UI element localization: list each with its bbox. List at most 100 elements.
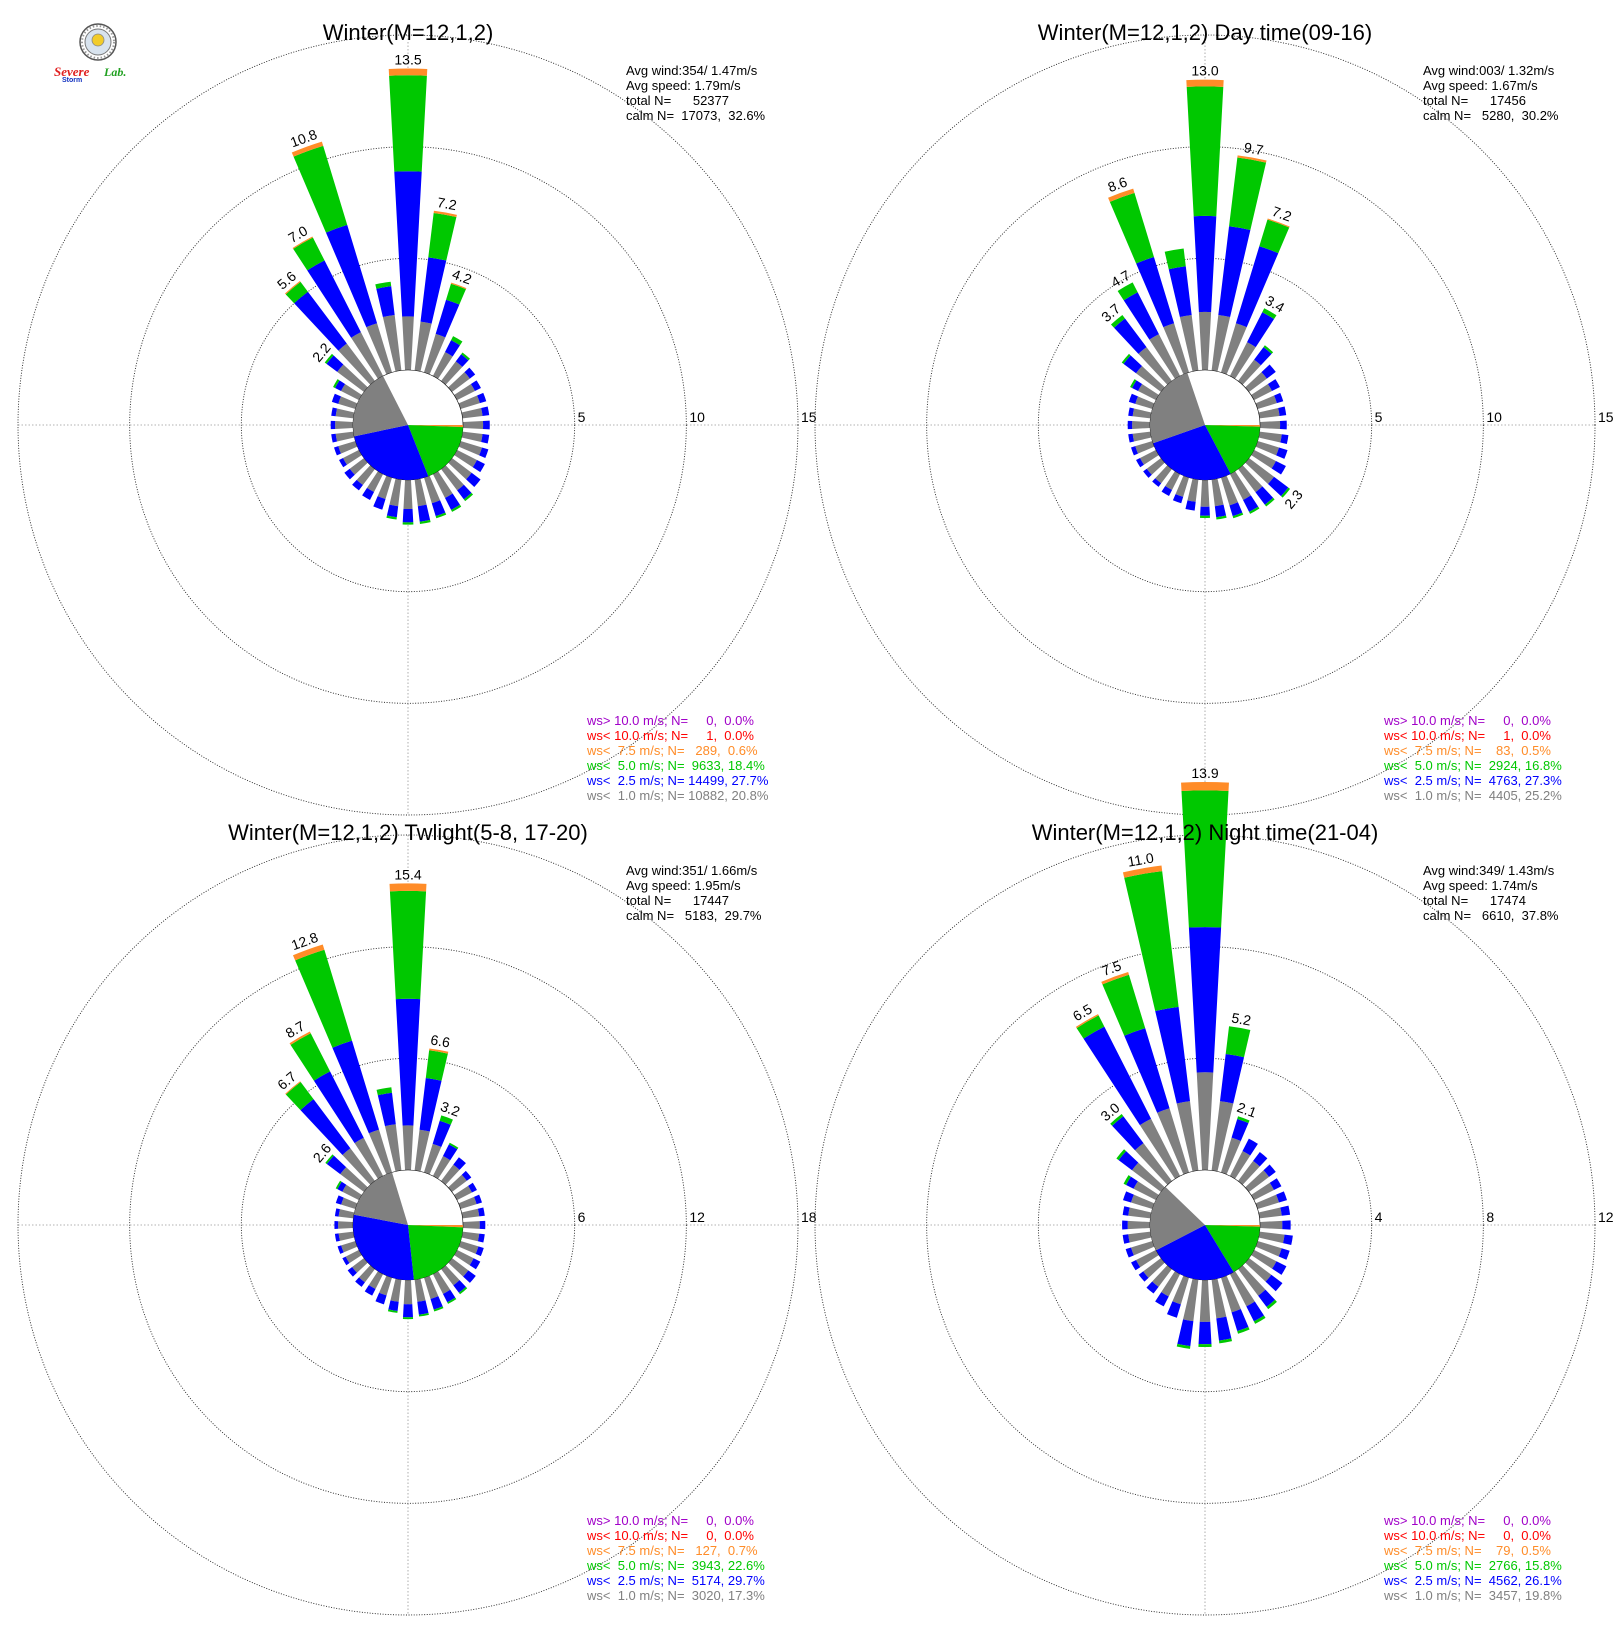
petal-segment [1255,1240,1282,1257]
logo-icon: Severe Storm Lab. [54,23,126,84]
petal-segment [307,260,361,338]
petal-segment [384,1124,402,1172]
petal-segment [479,1220,486,1230]
petal-segment [403,1304,413,1318]
calm-slice [352,1214,414,1281]
ring-label: 15 [801,409,817,425]
chart-title: Winter(M=12,1,2) Twlight(5-8, 17-20) [228,820,588,845]
legend-entry: ws< 10.0 m/s; N= 0, 0.0% [1383,1528,1551,1543]
petal-segment [339,457,347,468]
petal-segment [1265,1274,1283,1292]
petal-segment [1102,974,1146,1036]
petal-segment [1258,1289,1276,1307]
petal-segment [1175,475,1190,497]
petal-segment [1135,440,1155,454]
petal-segment [1165,471,1181,490]
petal-segment [1109,192,1154,264]
petal-segment [1131,1240,1155,1256]
petal-segment [425,1050,448,1081]
petal-segment [388,68,428,76]
petal-segment [376,286,395,318]
petal-segment [1134,1143,1172,1185]
petal-segment [330,420,336,430]
petal-segment [331,433,338,443]
petal-segment [1179,314,1199,372]
petal-segment [1245,1170,1270,1192]
petal-label: 3.2 [438,1098,462,1120]
logo-text-2: Storm [62,77,82,84]
petal-segment [1132,431,1152,442]
petal-segment [1136,256,1175,328]
grid-ring [17,834,799,1616]
petal-segment [1122,1206,1130,1216]
petal-segment [394,171,422,317]
petal-label: 15.4 [394,866,421,882]
petal-segment [1123,1175,1131,1185]
petal-segment [1253,1315,1266,1324]
petal-segment [1110,314,1126,328]
stats-line: total N= 17447 [626,893,729,908]
petal-segment [474,1194,482,1205]
petal-segment [1122,1234,1130,1244]
petal-segment [1126,1176,1138,1189]
petal-label: 7.2 [1270,203,1294,225]
petal-segment [352,479,363,491]
petal-segment [403,479,413,510]
petal-segment [1186,86,1224,217]
petal-segment [382,314,402,372]
petal-segment [1117,282,1138,301]
petal-segment [1245,372,1267,392]
petal-segment [453,1157,466,1170]
petal-segment [1283,1234,1293,1246]
petal-segment [1238,465,1263,493]
petal-segment [1271,461,1286,475]
petal-segment [343,449,362,465]
petal-segment [341,383,362,401]
petal-segment [1276,447,1288,459]
petal-segment [341,1240,358,1253]
petal-segment [1263,1164,1276,1177]
petal-segment [458,1196,477,1210]
petal-segment [1237,1326,1250,1334]
petal-segment [441,1164,460,1185]
calm-slice [353,375,408,437]
petal-segment [366,471,384,492]
petal-label: 2.1 [1235,1099,1259,1121]
petal-segment [1258,1231,1285,1244]
petal-segment [433,1306,444,1312]
petal-segment [366,323,393,375]
petal-segment [1128,393,1138,404]
petal-segment [1143,1258,1165,1278]
petal-segment [1255,395,1277,410]
petal-segment [1136,1249,1159,1268]
chart-title: Winter(M=12,1,2) Day time(09-16) [1038,20,1372,45]
petal-segment [326,355,344,372]
petal-segment [461,352,470,361]
petal-segment [453,1280,466,1293]
petal-segment [1238,1160,1260,1185]
ring-label: 10 [1486,409,1502,425]
petal-segment [1112,1116,1144,1151]
petal-segment [419,519,431,524]
petal-segment [1238,1265,1266,1296]
petal-segment [293,145,348,233]
petal-segment [1083,1026,1152,1126]
petal-segment [387,1309,398,1313]
petal-segment [1198,311,1212,371]
legend-entry: ws> 10.0 m/s; N= 0, 0.0% [586,1513,754,1528]
petal-segment [335,421,354,429]
petal-segment [1261,364,1276,379]
stats-line: total N= 17474 [1423,893,1526,908]
petal-segment [1199,515,1211,518]
ring-label: 4 [1375,1209,1383,1225]
petal-segment [1076,1015,1105,1039]
grid-ring [240,1057,576,1393]
petal-segment [402,1317,414,1320]
petal-segment [458,395,480,410]
petal-segment [1225,1026,1251,1058]
petal-segment [1136,457,1144,468]
petal-segment [463,1270,476,1283]
petal-segment [1216,1316,1232,1341]
petal-label: 6.6 [429,1031,451,1050]
petal-label: 13.5 [394,52,421,68]
